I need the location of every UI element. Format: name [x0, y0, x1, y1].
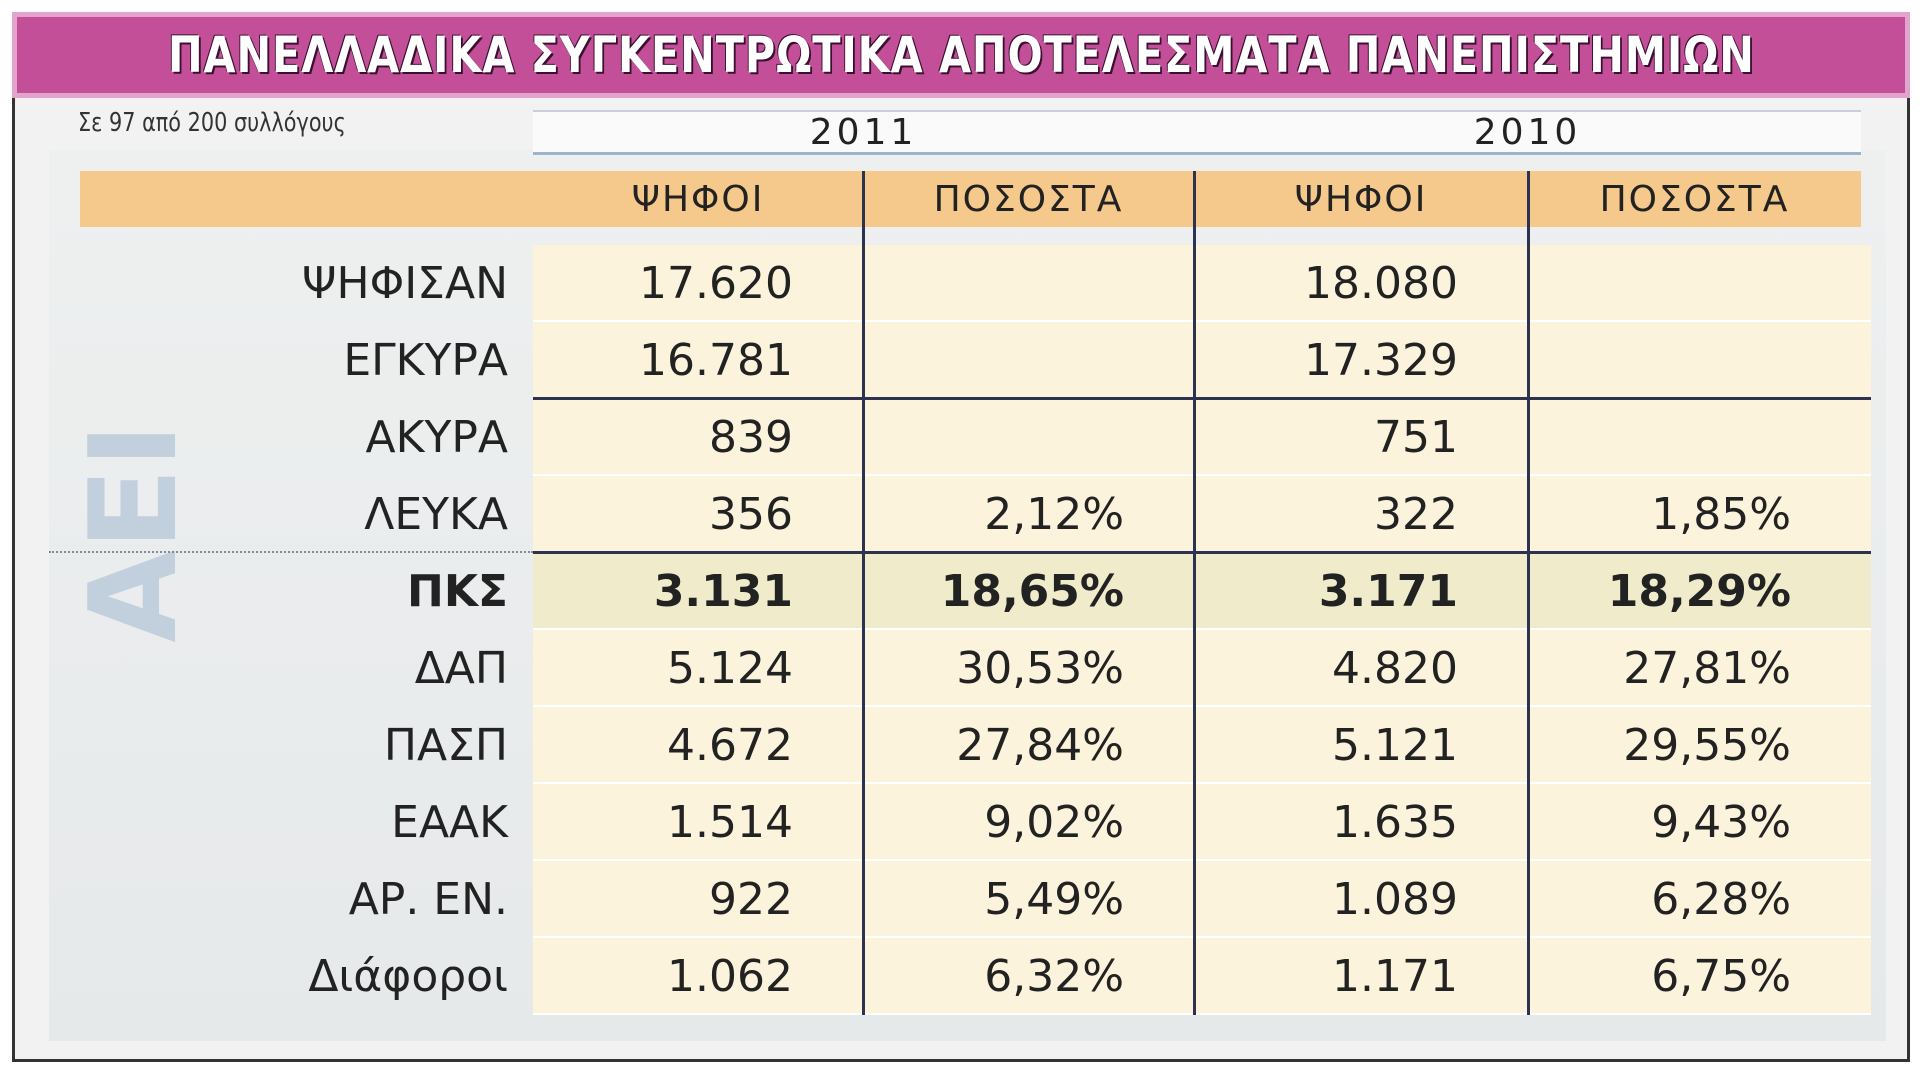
row-label: Διάφοροι — [308, 951, 508, 1002]
row-background — [533, 399, 1871, 476]
column-header: ΠΟΣΟΣΤΑ — [1599, 178, 1790, 220]
cell: 2,12% — [984, 489, 1124, 540]
column-divider — [1193, 171, 1196, 1015]
column-header: ΠΟΣΟΣΤΑ — [933, 178, 1124, 220]
cell: 1.089 — [1332, 874, 1458, 925]
dotted-divider — [49, 551, 533, 553]
row-background — [533, 553, 1871, 630]
cell: 1.062 — [667, 951, 793, 1002]
cell: 16.781 — [639, 335, 793, 386]
title-bar: ΠΑΝΕΛΛΑΔΙΚΑ ΣΥΓΚΕΝΤΡΩΤΙΚΑ ΑΠΟΤΕΛΕΣΜΑΤΑ Π… — [12, 12, 1910, 98]
row-background — [533, 245, 1871, 322]
cell: 751 — [1374, 412, 1458, 463]
row-background — [533, 322, 1871, 399]
cell: 356 — [709, 489, 793, 540]
cell: 5.124 — [667, 643, 793, 694]
row-label: ΠΑΣΠ — [383, 720, 508, 771]
cell: 17.620 — [639, 258, 793, 309]
cell: 4.820 — [1332, 643, 1458, 694]
year-header: 2010 — [1194, 110, 1861, 155]
cell: 27,81% — [1623, 643, 1791, 694]
cell: 18,29% — [1607, 566, 1791, 617]
cell — [1528, 322, 1861, 399]
cell: 6,28% — [1651, 874, 1791, 925]
column-header: ΨΗΦΟΙ — [631, 178, 765, 220]
year-header: 2011 — [533, 110, 1194, 155]
row-background — [533, 861, 1871, 938]
row-label: ΔΑΠ — [414, 643, 508, 694]
cell: 3.171 — [1318, 566, 1458, 617]
cell — [863, 245, 1194, 322]
row-background — [533, 784, 1871, 861]
row-background — [533, 938, 1871, 1015]
row-divider — [533, 397, 1871, 400]
row-label: ΠΚΣ — [407, 566, 508, 617]
header-row — [80, 171, 1861, 227]
row-label: ΑΚΥΡΑ — [365, 412, 508, 463]
subtitle: Σε 97 από 200 συλλόγους — [78, 108, 346, 138]
row-background — [533, 630, 1871, 707]
cell: 1,85% — [1651, 489, 1791, 540]
row-label: ΨΗΦΙΣΑΝ — [301, 258, 508, 309]
cell: 6,32% — [984, 951, 1124, 1002]
cell: 30,53% — [956, 643, 1124, 694]
cell: 9,43% — [1651, 797, 1791, 848]
cell: 922 — [709, 874, 793, 925]
cell — [863, 322, 1194, 399]
cell: 6,75% — [1651, 951, 1791, 1002]
cell: 4.672 — [667, 720, 793, 771]
column-header: ΨΗΦΟΙ — [1294, 178, 1428, 220]
cell: 322 — [1374, 489, 1458, 540]
cell: 27,84% — [956, 720, 1124, 771]
row-label: ΑΡ. ΕΝ. — [348, 874, 508, 925]
row-background — [533, 707, 1871, 784]
cell: 1.171 — [1332, 951, 1458, 1002]
column-divider — [1527, 171, 1530, 1015]
cell: 18.080 — [1304, 258, 1458, 309]
cell: 1.514 — [667, 797, 793, 848]
cell — [863, 399, 1194, 476]
cell: 5,49% — [984, 874, 1124, 925]
cell — [1528, 399, 1861, 476]
cell: 839 — [709, 412, 793, 463]
cell: 9,02% — [984, 797, 1124, 848]
row-label: ΛΕΥΚΑ — [364, 489, 508, 540]
cell — [1528, 245, 1861, 322]
title: ΠΑΝΕΛΛΑΔΙΚΑ ΣΥΓΚΕΝΤΡΩΤΙΚΑ ΑΠΟΤΕΛΕΣΜΑΤΑ Π… — [167, 26, 1755, 84]
row-label: ΕΓΚΥΡΑ — [343, 335, 508, 386]
cell: 3.131 — [653, 566, 793, 617]
row-divider — [533, 551, 1871, 554]
cell: 17.329 — [1304, 335, 1458, 386]
cell: 18,65% — [940, 566, 1124, 617]
row-label: ΕΑΑΚ — [391, 797, 508, 848]
column-divider — [862, 171, 865, 1015]
cell: 5.121 — [1332, 720, 1458, 771]
cell: 29,55% — [1623, 720, 1791, 771]
cell: 1.635 — [1332, 797, 1458, 848]
